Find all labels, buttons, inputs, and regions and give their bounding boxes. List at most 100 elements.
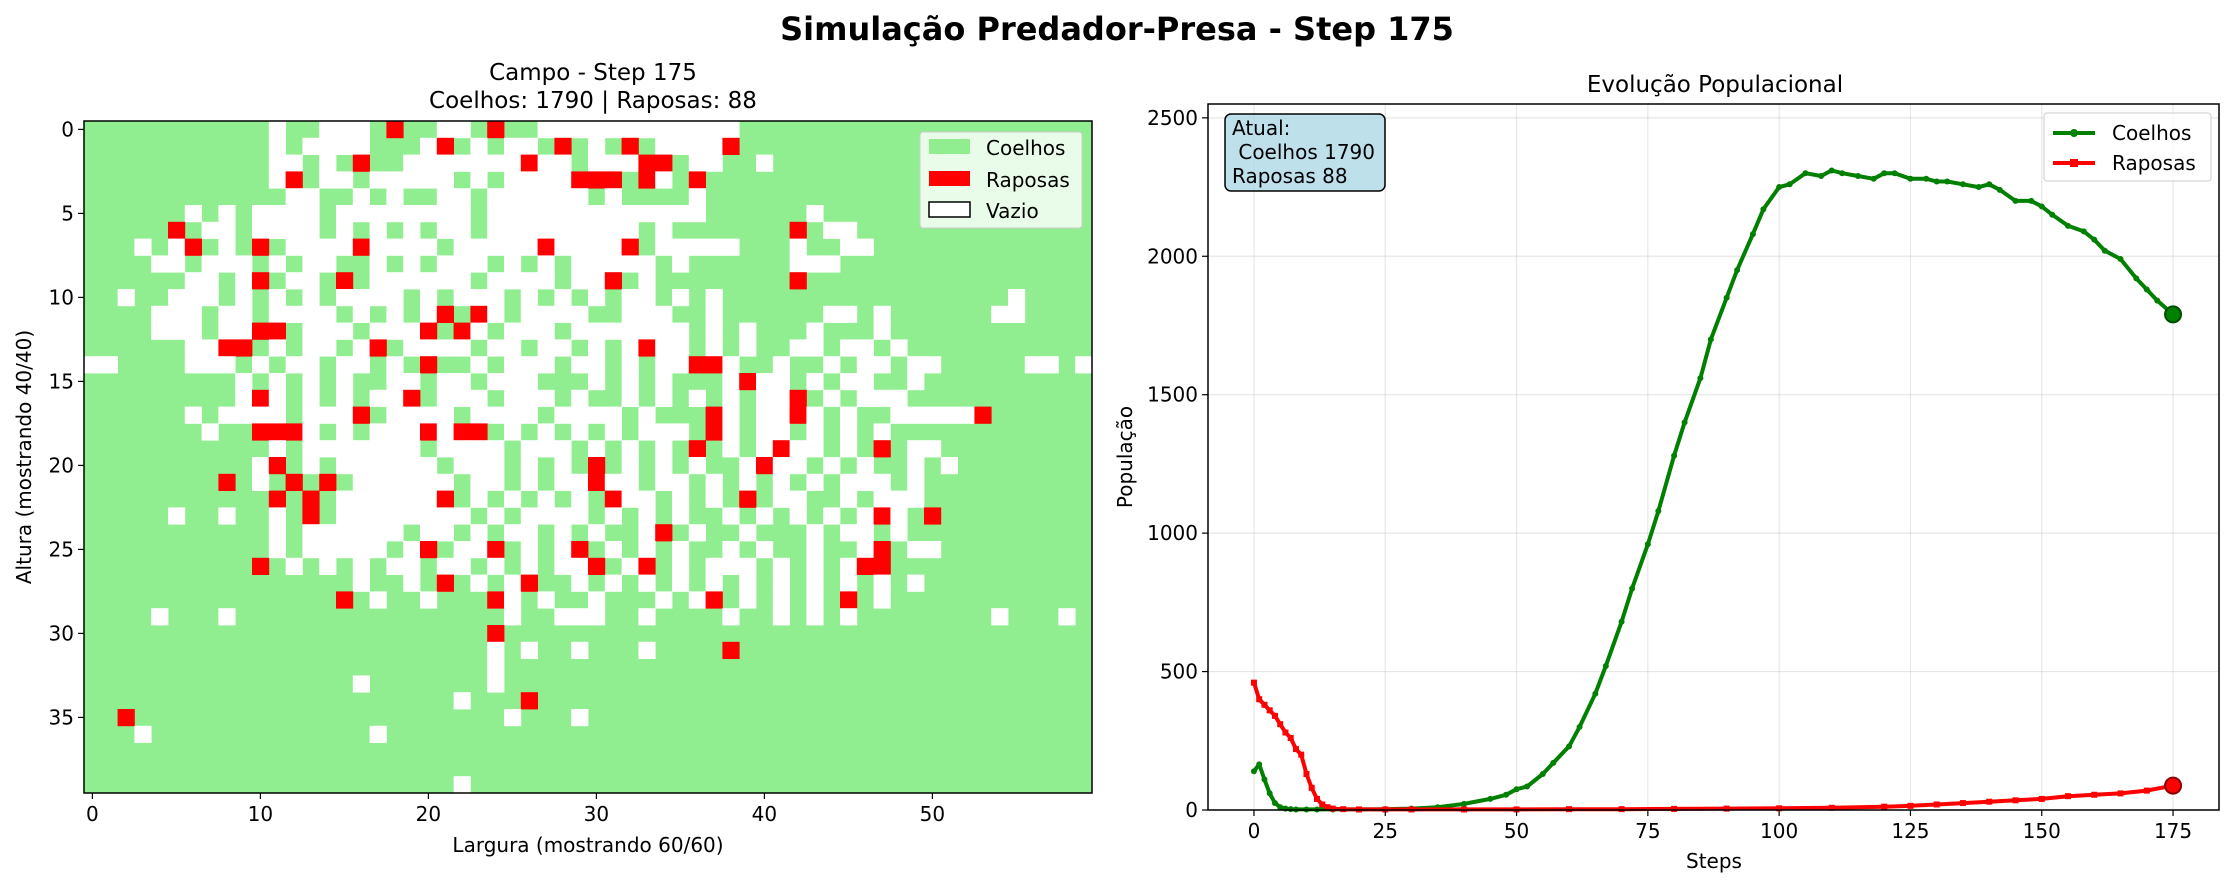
cell-vazio <box>554 440 572 458</box>
cell-vazio <box>352 490 370 508</box>
cell-vazio <box>386 473 404 491</box>
series-point-coelhos <box>1776 184 1783 191</box>
series-point-coelhos <box>1734 267 1741 274</box>
cell-vazio <box>688 389 706 407</box>
line-frame <box>1207 103 2220 811</box>
cell-vazio <box>537 221 555 239</box>
cell-vazio <box>302 389 320 407</box>
cell-vazio <box>924 356 942 374</box>
cell-vazio <box>571 557 589 575</box>
cell-vazio <box>386 423 404 441</box>
cell-vazio <box>991 608 1009 626</box>
cell-vazio <box>722 238 740 256</box>
cell-vazio <box>672 507 690 525</box>
series-point-coelhos <box>1681 419 1688 426</box>
cell-vazio <box>655 221 673 239</box>
cell-vazio <box>873 591 891 609</box>
cell-vazio <box>924 406 942 424</box>
series-point-coelhos <box>1839 170 1846 177</box>
cell-vazio <box>907 490 925 508</box>
cell-vazio <box>352 356 370 374</box>
cell-vazio <box>739 339 757 357</box>
figure-suptitle: Simulação Predador-Presa - Step 175 <box>780 10 1454 48</box>
cell-vazio <box>621 557 639 575</box>
cell-raposa <box>638 171 656 189</box>
cell-vazio <box>453 457 471 475</box>
series-point-coelhos <box>1576 723 1583 730</box>
cell-vazio <box>537 322 555 340</box>
cell-vazio <box>184 339 202 357</box>
cell-vazio <box>772 356 790 374</box>
cell-vazio <box>823 507 841 525</box>
cell-vazio <box>151 608 169 626</box>
cell-vazio <box>252 221 270 239</box>
cell-vazio <box>201 289 219 307</box>
cell-vazio <box>319 406 337 424</box>
series-point-coelhos <box>2012 197 2019 204</box>
legend-label-coelhos: Coelhos <box>986 136 1065 160</box>
cell-vazio <box>218 221 236 239</box>
cell-raposa <box>588 171 606 189</box>
cell-vazio <box>638 406 656 424</box>
cell-vazio <box>453 373 471 391</box>
cell-vazio <box>436 272 454 290</box>
cell-raposa <box>688 356 706 374</box>
cell-vazio <box>604 205 622 223</box>
cell-vazio <box>739 457 757 475</box>
cell-vazio <box>823 356 841 374</box>
cell-vazio <box>520 457 538 475</box>
cell-raposa <box>420 322 438 340</box>
cell-vazio <box>621 154 639 172</box>
cell-raposa <box>739 373 757 391</box>
cell-raposa <box>873 440 891 458</box>
cell-vazio <box>369 457 387 475</box>
cell-vazio <box>218 608 236 626</box>
series-point-coelhos <box>1461 800 1468 807</box>
series-point-coelhos <box>1592 690 1599 697</box>
cell-vazio <box>235 255 253 273</box>
cell-vazio <box>436 205 454 223</box>
cell-vazio <box>672 423 690 441</box>
cell-vazio <box>621 121 639 139</box>
series-point-raposas <box>1324 804 1331 811</box>
cell-vazio <box>537 171 555 189</box>
series-point-raposas <box>1566 806 1573 813</box>
heatmap-ytick-label: 10 <box>49 285 74 309</box>
cell-vazio <box>302 524 320 542</box>
cell-vazio <box>352 574 370 592</box>
cell-raposa <box>218 339 236 357</box>
cell-vazio <box>840 373 858 391</box>
cell-vazio <box>369 205 387 223</box>
series-point-coelhos <box>1629 585 1636 592</box>
cell-vazio <box>319 238 337 256</box>
cell-vazio <box>403 272 421 290</box>
cell-vazio <box>252 406 270 424</box>
cell-raposa <box>772 440 790 458</box>
line-xlabel: Steps <box>1686 849 1742 873</box>
cell-vazio <box>688 137 706 155</box>
cell-vazio <box>218 205 236 223</box>
cell-vazio <box>285 205 303 223</box>
cell-vazio <box>403 322 421 340</box>
cell-vazio <box>403 406 421 424</box>
cell-vazio <box>184 322 202 340</box>
cell-vazio <box>268 339 286 357</box>
cell-vazio <box>520 322 538 340</box>
cell-raposa <box>352 406 370 424</box>
cell-vazio <box>571 188 589 206</box>
cell-vazio <box>705 473 723 491</box>
legend-label-raposas: Raposas <box>986 168 1070 192</box>
cell-raposa <box>285 423 303 441</box>
cell-vazio <box>856 373 874 391</box>
series-point-raposas <box>1907 802 1914 809</box>
cell-vazio <box>571 574 589 592</box>
cell-vazio <box>537 490 555 508</box>
cell-vazio <box>554 473 572 491</box>
cell-vazio <box>890 406 908 424</box>
cell-vazio <box>705 154 723 172</box>
cell-vazio <box>386 272 404 290</box>
series-point-raposas <box>1303 771 1310 778</box>
cell-vazio <box>453 440 471 458</box>
series-point-coelhos <box>1749 231 1756 238</box>
line-ytick-label: 500 <box>1160 660 1198 684</box>
